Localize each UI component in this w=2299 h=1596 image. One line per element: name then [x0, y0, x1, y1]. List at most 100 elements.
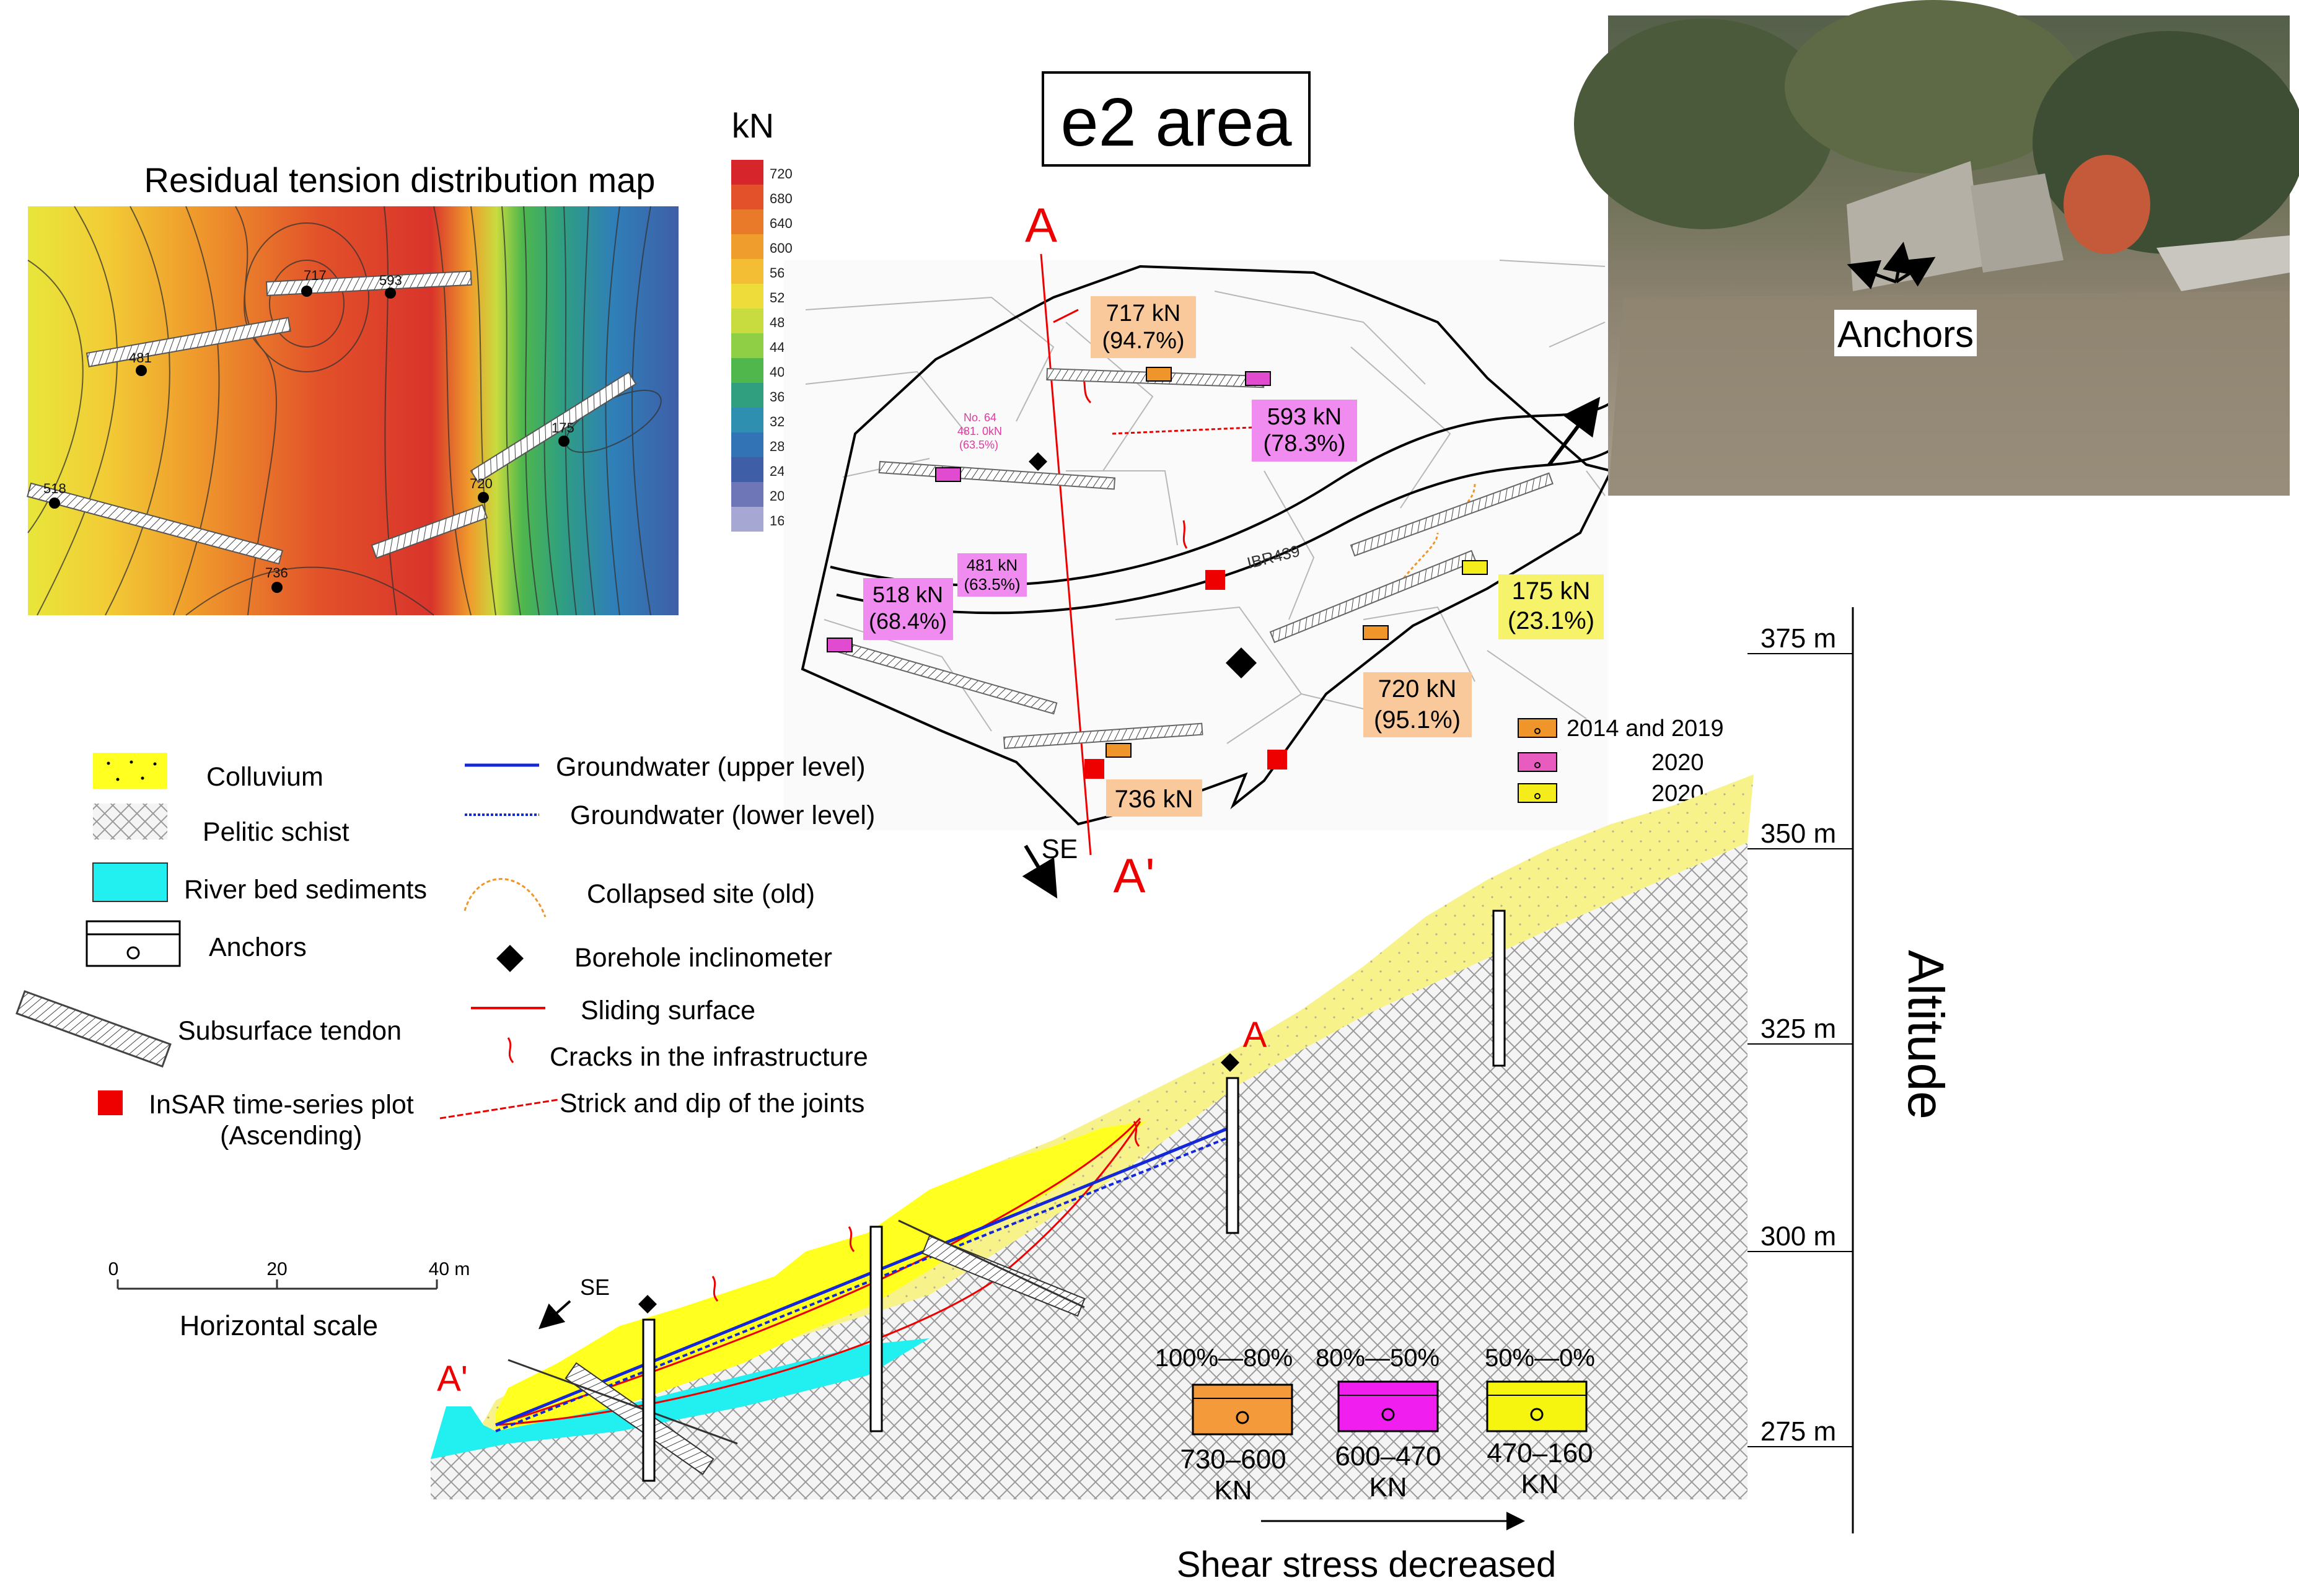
callout-175-line1: 175 kN — [1512, 577, 1591, 605]
colorbar-step — [731, 160, 763, 185]
section-borehole-markers — [638, 1053, 1239, 1313]
stress-key-item-3: 50%—0% 470–160 KN — [1485, 1344, 1595, 1499]
photo-anchor-arrows — [1847, 242, 1936, 289]
plan-anchor-key-1: 2014 and 2019 — [1518, 716, 1724, 742]
altitude-axis: 375 m 350 m 325 m 300 m 275 m Altitude — [1747, 607, 1954, 1533]
altitude-tick-350: 350 m — [1747, 818, 1853, 849]
section-direction-arrow — [538, 1300, 571, 1330]
stress-key-1-swatch — [1192, 1383, 1293, 1436]
altitude-label-375: 375 m — [1761, 623, 1836, 654]
callout-481: 481 kN(63.5%) — [957, 553, 1027, 597]
legend-schist-swatch — [93, 804, 167, 840]
altitude-tick-300: 300 m — [1747, 1221, 1853, 1252]
legend-gw-upper-label: Groundwater (upper level) — [556, 752, 866, 782]
legend-cracks-label: Cracks in the infrastructure — [550, 1042, 868, 1072]
section-colluvium-slide — [496, 1121, 1146, 1431]
photo-vegetation — [1574, 0, 2299, 496]
point-518: 518 — [43, 481, 66, 509]
stress-key-2-range: 600–470 — [1335, 1441, 1441, 1471]
plan-anchor-key: 2014 and 2019 2020 2020 — [1518, 716, 1724, 807]
point-481: 481 — [129, 350, 152, 376]
plan-map: e2 area IBR439 — [784, 71, 1724, 903]
colorbar-step — [731, 309, 763, 333]
legend-joints-label: Strick and dip of the joints — [560, 1089, 864, 1118]
legend-river-swatch — [92, 862, 168, 902]
section-label-a: A — [1243, 1015, 1267, 1055]
altitude-label-275: 275 m — [1761, 1416, 1836, 1447]
scale-label: Horizontal scale — [180, 1310, 378, 1341]
photo-label: Anchors — [1837, 314, 1974, 355]
point-736: 736 — [265, 565, 288, 593]
altitude-tick-275: 275 m — [1747, 1416, 1853, 1447]
contour-points: 717 593 481 175 720 518 736 — [43, 268, 574, 593]
colorbar-step — [731, 185, 763, 209]
point-720: 720 — [470, 476, 493, 503]
legend-colluvium-swatch — [93, 753, 167, 789]
legend-collapsed: Collapsed site (old) — [464, 878, 815, 918]
legend-tendon-label: Subsurface tendon — [178, 1016, 402, 1046]
colorbar-step — [731, 457, 763, 482]
point-717-label: 717 — [304, 268, 327, 283]
stress-key-caption: Shear stress decreased — [1177, 1545, 1557, 1585]
section-direction-label: SE — [580, 1274, 610, 1300]
horizontal-scale: 0 20 40 m Horizontal scale — [108, 1259, 470, 1341]
legend-sliding-label: Sliding surface — [581, 996, 755, 1025]
section-label-a-prime: A' — [437, 1359, 468, 1399]
plan-anchors — [827, 367, 1488, 758]
colorbar-tick-label: 640 — [770, 216, 793, 231]
colorbar: kN 7206806406005605204804404003603202802… — [731, 106, 793, 532]
stress-key-1-pct: 100%—80% — [1155, 1344, 1293, 1372]
colorbar-unit: kN — [732, 106, 774, 145]
stress-key-3-range: 470–160 — [1487, 1438, 1593, 1468]
plan-collapsed-site — [1399, 532, 1439, 583]
altitude-tick-325: 325 m — [1747, 1014, 1853, 1045]
point-593-label: 593 — [379, 273, 402, 288]
legend-insar-swatch — [98, 1090, 123, 1115]
stress-key-3-unit: KN — [1521, 1469, 1558, 1499]
legend-anchors-label: Anchors — [209, 932, 307, 962]
colorbar-step — [731, 234, 763, 259]
legend-tendon: Subsurface tendon — [15, 990, 402, 1068]
stress-key-1-range: 730–600 — [1180, 1444, 1286, 1475]
callout-593-line2: (78.3%) — [1263, 431, 1345, 457]
point-736-label: 736 — [265, 565, 288, 581]
callout-518-line2: (68.4%) — [869, 608, 947, 634]
photo-label-box — [1834, 310, 1977, 356]
legend-gw-upper: Groundwater (upper level) — [465, 752, 866, 782]
colorbar-step — [731, 408, 763, 432]
plan-direction-arrow — [1022, 844, 1058, 899]
altitude-label-350: 350 m — [1761, 818, 1836, 849]
contour-map-title: Residual tension distribution map — [144, 160, 656, 200]
colorbar-step — [731, 284, 763, 309]
colorbar-step — [731, 507, 763, 532]
section-line — [1040, 253, 1092, 856]
legend-tendon-swatch — [15, 990, 172, 1068]
altitude-label-325: 325 m — [1761, 1014, 1836, 1044]
legend-insar: InSAR time-series plot (Ascending) — [98, 1090, 414, 1151]
stress-key-item-2: 80%—50% 600–470 KN — [1316, 1344, 1441, 1502]
site-photo: Anchors — [1574, 0, 2299, 496]
legend-gw-lower-label: Groundwater (lower level) — [570, 800, 875, 830]
callout-175: 175 kN(23.1%) — [1498, 574, 1604, 639]
legend-colluvium: Colluvium — [93, 753, 323, 792]
colorbar-step — [731, 432, 763, 457]
stress-key-2-unit: KN — [1369, 1472, 1407, 1502]
callout-720-line2: (95.1%) — [1374, 706, 1461, 734]
callout-717-box — [1091, 296, 1196, 358]
point-175-label: 175 — [552, 420, 574, 436]
cross-section: A A' SE — [431, 774, 1754, 1499]
section-label-a: A — [1025, 198, 1057, 252]
callout-481-box — [957, 553, 1027, 597]
borehole-note-line2: 481. 0kN — [957, 425, 1002, 437]
callout-593: 593 kN(78.3%) — [1252, 400, 1357, 462]
plan-insar-points — [1084, 570, 1287, 779]
plan-collapsed-site-2 — [1455, 483, 1476, 515]
callout-481-line2: (63.5%) — [964, 575, 1020, 594]
colorbar-step — [731, 358, 763, 383]
stress-key-3-swatch — [1486, 1380, 1588, 1432]
colorbar-tick-label: 720 — [770, 166, 793, 182]
callout-481-line1: 481 kN — [967, 556, 1018, 574]
colorbar-step — [731, 482, 763, 507]
stress-key: 100%—80% 730–600 KN 80%—50% 600–470 KN 5… — [1155, 1344, 1595, 1585]
